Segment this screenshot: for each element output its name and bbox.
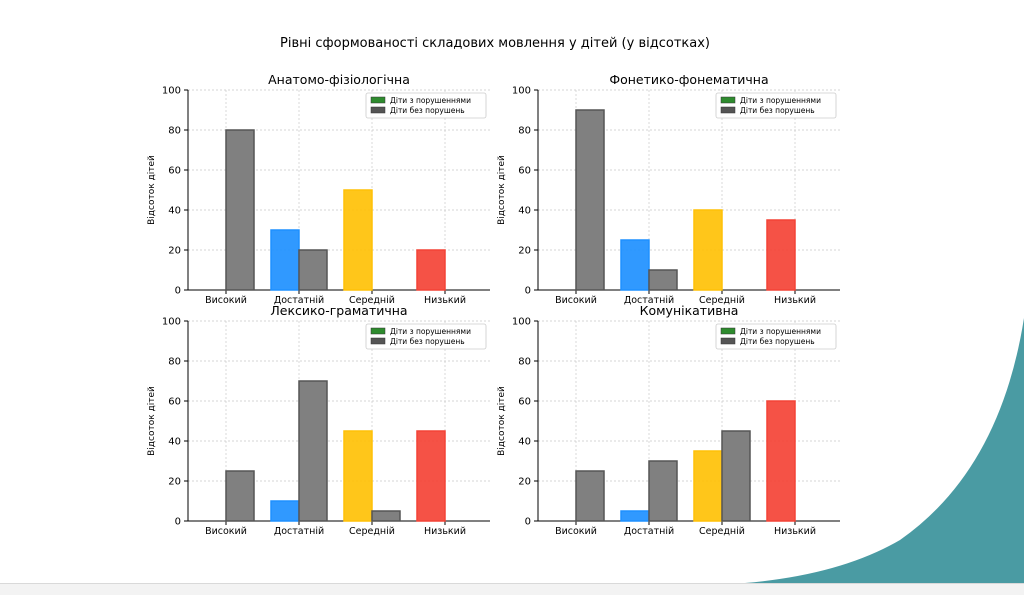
legend-label: Діти без порушень [390, 337, 465, 346]
bar-with-disorders [343, 430, 373, 522]
bar-with-disorders [693, 209, 723, 291]
y-tick-label: 0 [175, 286, 181, 297]
bar-without-disorders [648, 269, 678, 291]
bar-with-disorders [620, 510, 650, 522]
legend-swatch [370, 327, 386, 335]
bar-without-disorders [371, 510, 401, 522]
y-tick-label: 20 [168, 246, 181, 257]
x-tick-label: Високий [205, 295, 247, 306]
bar-without-disorders [575, 109, 605, 291]
x-tick-label: Середній [349, 526, 395, 537]
slide-bottom-border [0, 583, 1024, 584]
y-tick-label: 20 [518, 477, 531, 488]
decorative-wave-shape [745, 318, 1024, 583]
bar-with-disorders [416, 430, 446, 522]
y-tick-label: 40 [168, 206, 181, 217]
x-tick-label: Низький [424, 295, 466, 306]
x-tick-label: Високий [205, 526, 247, 537]
chart-panel-2: 0 20 40 60 80 100 Високий Достатній Середній Низь… [497, 72, 840, 306]
chart-title: Комунікативна [640, 303, 739, 318]
legend-label: Діти без порушень [740, 337, 815, 346]
y-tick-label: 60 [518, 166, 531, 177]
bar-without-disorders [225, 129, 255, 291]
legend-swatch [720, 327, 736, 335]
y-tick-label: 100 [512, 86, 531, 97]
legend-swatch [720, 106, 736, 114]
x-tick-label: Середній [699, 295, 745, 306]
charts-grid: 0 20 40 60 80 100 Високий Достатній Середній Низь… [147, 72, 840, 537]
legend-label: Діти з порушеннями [390, 327, 471, 336]
y-tick-label: 100 [512, 317, 531, 328]
bar-without-disorders [575, 470, 605, 522]
legend-label: Діти з порушеннями [740, 96, 821, 105]
x-tick-label: Достатній [624, 295, 674, 306]
bar-without-disorders [298, 380, 328, 522]
y-tick-label: 20 [518, 246, 531, 257]
chart-panel-1: 0 20 40 60 80 100 Високий Достатній Середній Низь… [147, 72, 490, 306]
bar-with-disorders [693, 450, 723, 522]
y-axis-label: Відсоток дітей [147, 155, 157, 225]
bar-without-disorders [648, 460, 678, 522]
legend-label: Діти без порушень [390, 106, 465, 115]
legend-swatch [370, 106, 386, 114]
slide: Рівні сформованості складових мовлення у… [0, 0, 1024, 583]
legend-box [715, 92, 837, 119]
y-tick-label: 100 [162, 86, 181, 97]
legend-box [365, 92, 487, 119]
bar-without-disorders [225, 470, 255, 522]
bar-with-disorders [270, 500, 300, 522]
y-tick-label: 60 [518, 397, 531, 408]
x-tick-label: Високий [555, 526, 597, 537]
y-tick-label: 60 [168, 166, 181, 177]
chart-title: Лексико-граматична [270, 303, 407, 318]
y-tick-label: 80 [168, 126, 181, 137]
chart-title: Фонетико-фонематична [609, 72, 768, 87]
legend-swatch [720, 96, 736, 104]
y-tick-label: 0 [525, 286, 531, 297]
x-tick-label: Середній [699, 526, 745, 537]
bar-with-disorders [766, 219, 796, 291]
legend-label: Діти без порушень [740, 106, 815, 115]
chart-panel-4: 0 20 40 60 80 100 Високий Достатній Середній Низь… [497, 303, 840, 537]
y-tick-label: 80 [518, 357, 531, 368]
x-tick-label: Достатній [624, 526, 674, 537]
chart-title: Анатомо-фізіологічна [268, 72, 410, 87]
slide-title: Рівні сформованості складових мовлення у… [280, 36, 710, 51]
legend-label: Діти з порушеннями [390, 96, 471, 105]
y-tick-label: 100 [162, 317, 181, 328]
bar-with-disorders [343, 189, 373, 291]
legend-box [365, 323, 487, 350]
x-tick-label: Низький [774, 295, 816, 306]
y-axis-label: Відсоток дітей [497, 386, 507, 456]
bar-with-disorders [620, 239, 650, 291]
y-tick-label: 40 [518, 437, 531, 448]
legend-swatch [720, 337, 736, 345]
y-tick-label: 0 [175, 517, 181, 528]
bar-without-disorders [721, 430, 751, 522]
y-tick-label: 40 [168, 437, 181, 448]
x-tick-label: Низький [424, 526, 466, 537]
bar-with-disorders [416, 249, 446, 291]
y-axis-label: Відсоток дітей [497, 155, 507, 225]
x-tick-label: Достатній [274, 295, 324, 306]
y-tick-label: 60 [168, 397, 181, 408]
y-tick-label: 80 [518, 126, 531, 137]
bar-with-disorders [766, 400, 796, 522]
x-tick-label: Високий [555, 295, 597, 306]
y-tick-label: 0 [525, 517, 531, 528]
legend-box [715, 323, 837, 350]
chart-panel-3: 0 20 40 60 80 100 Високий Достатній Середній Низь… [147, 303, 490, 537]
y-tick-label: 40 [518, 206, 531, 217]
x-tick-label: Достатній [274, 526, 324, 537]
x-tick-label: Середній [349, 295, 395, 306]
bar-without-disorders [298, 249, 328, 291]
y-axis-label: Відсоток дітей [147, 386, 157, 456]
x-tick-label: Низький [774, 526, 816, 537]
legend-swatch [370, 337, 386, 345]
y-tick-label: 80 [168, 357, 181, 368]
legend-label: Діти з порушеннями [740, 327, 821, 336]
legend-swatch [370, 96, 386, 104]
bar-with-disorders [270, 229, 300, 291]
y-tick-label: 20 [168, 477, 181, 488]
